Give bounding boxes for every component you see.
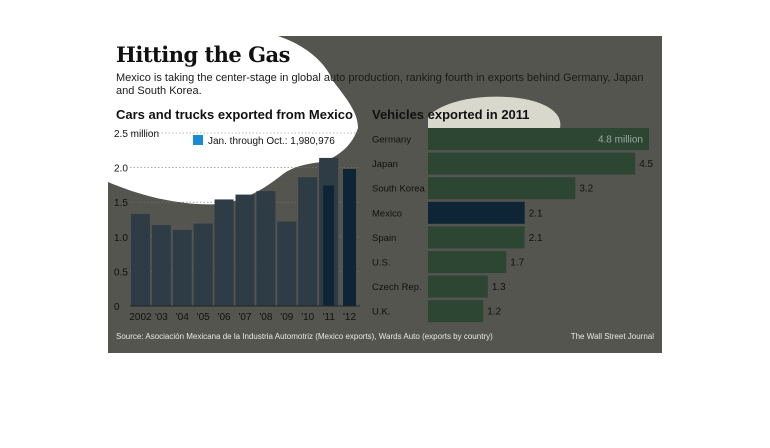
legend-swatch	[193, 135, 203, 145]
value-label: 1.7	[510, 258, 524, 269]
y-tick-label: 1.0	[114, 233, 128, 244]
y-tick-label: 0.5	[114, 267, 128, 278]
y-tick-label: 1.5	[114, 198, 128, 209]
hbar	[428, 300, 484, 323]
x-tick-label: 2002	[129, 312, 152, 323]
category-label: U.S.	[372, 258, 390, 269]
category-label: Czech Rep.	[372, 282, 422, 293]
source-note: Source: Asociación Mexicana de la Indust…	[116, 332, 493, 341]
hbar	[428, 226, 525, 249]
x-tick-label: '11	[322, 312, 335, 323]
category-label: U.K.	[372, 307, 390, 318]
category-label: Germany	[372, 135, 411, 146]
y-tick-label: 2.0	[114, 164, 128, 175]
hbar	[428, 177, 576, 200]
bar-full-year	[151, 225, 171, 306]
x-tick-label: '10	[301, 312, 314, 323]
bar-full-year	[256, 191, 276, 306]
bar-full-year	[277, 221, 297, 306]
value-label: 1.2	[487, 307, 501, 318]
x-tick-label: '08	[259, 312, 272, 323]
bar-full-year	[193, 223, 213, 306]
bar-full-year	[235, 194, 255, 306]
value-label: 3.2	[579, 184, 593, 195]
x-tick-label: '03	[155, 312, 168, 323]
value-label: 4.8 million	[598, 135, 643, 146]
hbar	[428, 251, 507, 273]
hbar	[428, 275, 488, 298]
x-tick-label: '07	[238, 312, 251, 323]
bar-full-year	[130, 213, 150, 306]
value-label: 1.3	[492, 282, 506, 293]
category-label: South Korea	[372, 184, 426, 195]
category-label: Spain	[372, 233, 396, 244]
value-label: 2.1	[529, 208, 543, 219]
x-tick-label: '06	[218, 312, 231, 323]
right-chart-title: Vehicles exported in 2011	[372, 107, 530, 122]
page-title: Hitting the Gas	[116, 42, 290, 67]
y-tick-label: 2.5 million	[114, 129, 159, 140]
x-tick-label: '04	[176, 312, 189, 323]
chart-graphic: Hitting the Gas Mexico is taking the cen…	[108, 36, 662, 353]
bar-full-year	[214, 199, 234, 306]
x-tick-label: '12	[343, 312, 356, 323]
x-tick-label: '05	[197, 312, 210, 323]
bar-jan-oct	[343, 168, 357, 306]
bar-full-year	[298, 177, 318, 306]
category-label: Japan	[372, 159, 398, 170]
legend-label: Jan. through Oct.: 1,980,976	[208, 136, 335, 147]
y-tick-label: 0	[114, 302, 120, 313]
vehicles-exported-chart: Germany 4.8 million Japan 4.5 South Korea 3.2…	[372, 128, 654, 323]
mexico-exports-chart: 2002'03 '04 '05 '06 '07 '08 '09 '10 '11 '12 0 0.5 1…	[114, 129, 360, 323]
x-tick-label: '09	[280, 312, 293, 323]
hbar	[428, 128, 649, 150]
value-label: 4.5	[639, 159, 653, 170]
bar-jan-oct	[323, 185, 335, 306]
page-subtitle: Mexico is taking the center-stage in glo…	[116, 72, 644, 97]
credit-note: The Wall Street Journal	[570, 332, 654, 341]
value-label: 2.1	[529, 233, 543, 244]
category-label: Mexico	[372, 208, 402, 219]
bar-full-year	[172, 229, 192, 306]
hbar	[428, 201, 525, 224]
left-chart-title: Cars and trucks exported from Mexico	[116, 107, 353, 122]
hbar	[428, 152, 636, 175]
